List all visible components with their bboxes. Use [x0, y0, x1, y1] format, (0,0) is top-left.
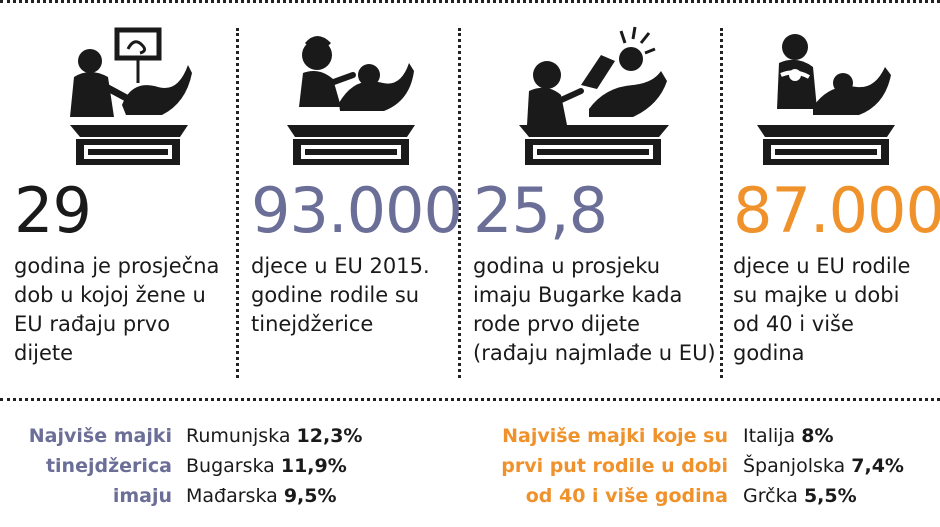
- heading-line: Najviše majki: [28, 425, 172, 447]
- heading-line: prvi put rodile u dobi: [501, 455, 728, 477]
- ultrasound-scene-icon: [70, 27, 192, 165]
- stat-description-line: djece u EU rodile: [733, 254, 911, 278]
- top-dotted-border: [0, 0, 940, 3]
- stat-description-line: rode prvo dijete: [473, 312, 640, 336]
- country-value: 11,9%: [280, 455, 347, 477]
- list-item: Mađarska 9,5%: [186, 481, 362, 511]
- list-item: Rumunjska 12,3%: [186, 421, 362, 451]
- list-item: Bugarska 11,9%: [186, 451, 362, 481]
- stat-description-line: dijete: [14, 341, 74, 365]
- stat-value: 87.000: [733, 174, 940, 247]
- country-name: Italija: [743, 425, 796, 447]
- stat-description-line: godina: [733, 341, 805, 365]
- older-mothers-list: Italija 8% Španjolska 7,4% Grčka 5,5%: [743, 421, 904, 511]
- stat-description: djece u EU 2015. godine rodile su tinejd…: [251, 252, 430, 339]
- list-item: Grčka 5,5%: [743, 481, 904, 511]
- heading-line: imaju: [112, 485, 172, 507]
- teen-mothers-heading: Najviše majki tinejdžerica imaju: [29, 421, 172, 511]
- country-value: 9,5%: [283, 485, 337, 507]
- country-value: 5,5%: [803, 485, 857, 507]
- childbirth-scene-icon: [519, 26, 669, 165]
- older-mothers-heading: Najviše majki koje su prvi put rodile u …: [501, 421, 728, 511]
- heading-line: tinejdžerica: [45, 455, 172, 477]
- stat-description-line: (rađaju najmlađe u EU): [473, 341, 716, 365]
- newborn-scene-icon: [757, 34, 895, 165]
- stat-value: 25,8: [473, 174, 608, 247]
- stat-description-line: su majke u dobi: [733, 283, 900, 307]
- country-value: 8%: [801, 425, 834, 447]
- column-divider: [236, 28, 239, 378]
- stat-description: djece u EU rodile su majke u dobi od 40 …: [733, 252, 910, 368]
- country-name: Bugarska: [186, 455, 275, 477]
- teen-mother-scene-icon: [287, 36, 415, 165]
- stat-description-line: godina u prosjeku: [473, 254, 661, 278]
- country-value: 7,4%: [851, 455, 904, 477]
- country-name: Grčka: [743, 485, 798, 507]
- heading-line: Najviše majki koje su: [502, 425, 728, 447]
- country-name: Španjolska: [743, 455, 846, 477]
- stat-description-line: imaju Bugarke kada: [473, 283, 683, 307]
- stat-description-line: dob u kojoj žene u: [14, 283, 206, 307]
- country-value: 12,3%: [296, 425, 363, 447]
- teen-mothers-list: Rumunjska 12,3% Bugarska 11,9% Mađarska …: [186, 421, 362, 511]
- stat-description-line: od 40 i više: [733, 312, 854, 336]
- stat-description-line: godina je prosječna: [14, 254, 220, 278]
- section-divider: [0, 398, 940, 401]
- stat-description: godina u prosjeku imaju Bugarke kada rod…: [473, 252, 716, 368]
- country-name: Rumunjska: [186, 425, 291, 447]
- stat-value: 93.000: [251, 174, 463, 247]
- list-item: Španjolska 7,4%: [743, 451, 904, 481]
- column-divider: [458, 28, 461, 378]
- stat-value: 29: [14, 174, 92, 247]
- stat-description-line: godine rodile su: [251, 283, 420, 307]
- country-name: Mađarska: [186, 485, 278, 507]
- stat-description-line: EU rađaju prvo: [14, 312, 171, 336]
- stat-description: godina je prosječna dob u kojoj žene u E…: [14, 252, 219, 368]
- column-divider: [720, 28, 723, 378]
- stat-description-line: djece u EU 2015.: [251, 254, 430, 278]
- stat-description-line: tinejdžerice: [251, 312, 374, 336]
- heading-line: od 40 i više godina: [525, 485, 728, 507]
- list-item: Italija 8%: [743, 421, 904, 451]
